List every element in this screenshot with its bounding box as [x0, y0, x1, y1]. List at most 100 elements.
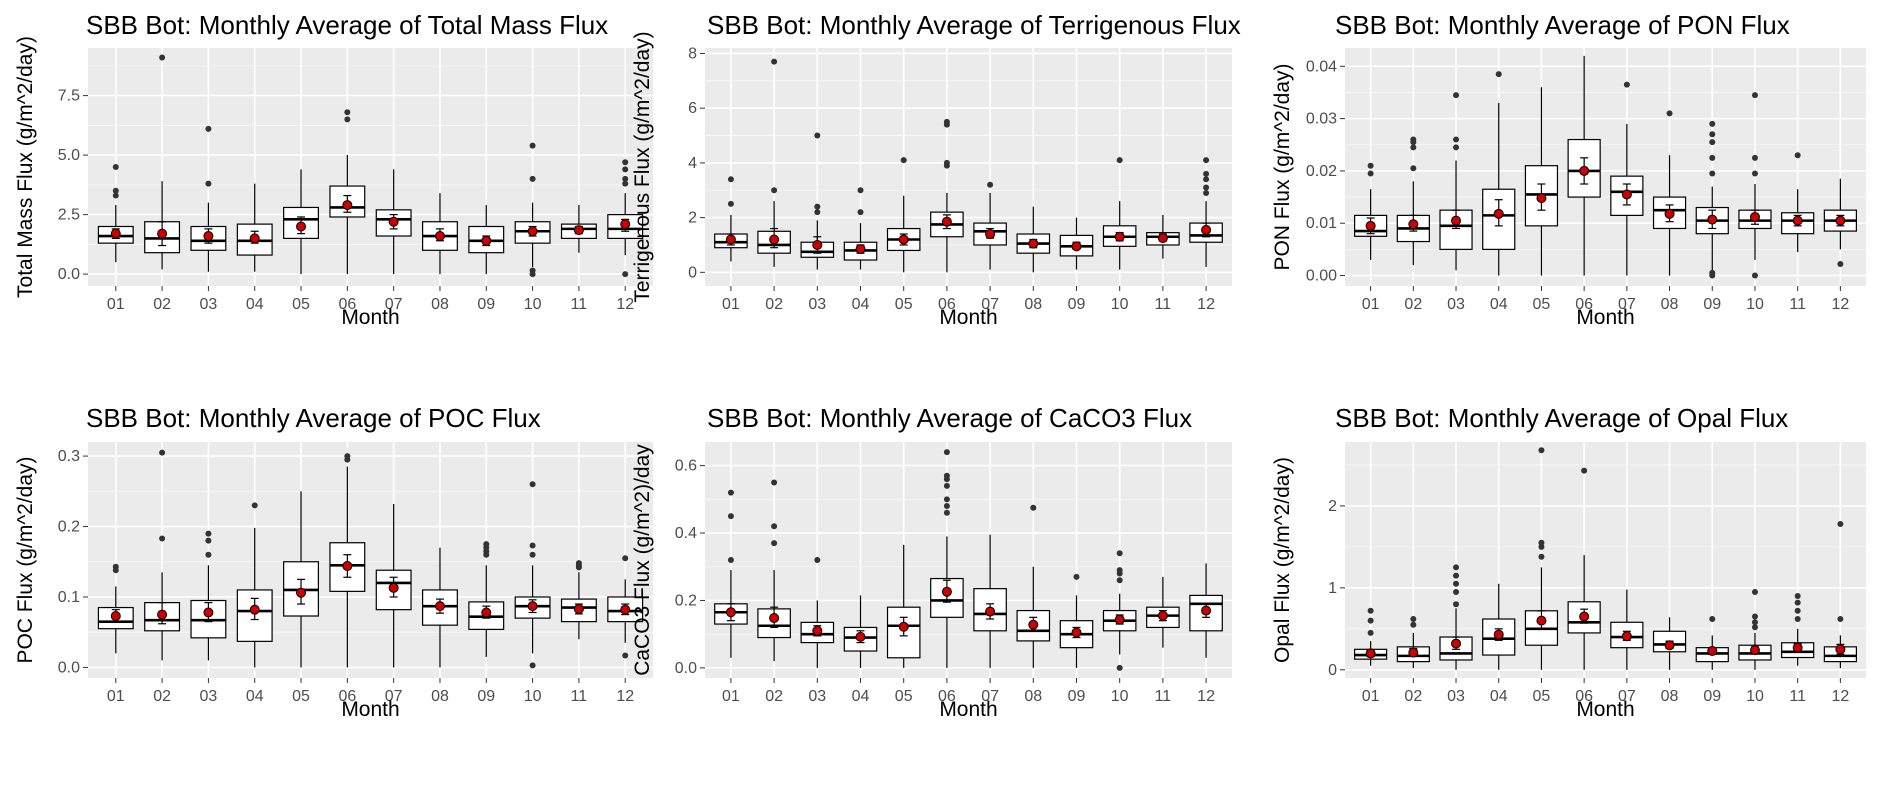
outlier-point: [1709, 269, 1716, 276]
x-axis-title: Month: [939, 306, 997, 329]
outlier-point: [529, 542, 536, 549]
box-month-03: [800, 557, 835, 668]
x-tick-label: 06: [1575, 296, 1593, 313]
mean-point: [1408, 647, 1419, 658]
plot-background: [1345, 48, 1866, 286]
panel-5: 0.0 0.2 0.4 0.6 01 02 03 04 05 06 07 08 09 10 11 12 SBB …: [631, 403, 1232, 721]
box-month-10: [1738, 588, 1772, 670]
outlier-point: [727, 557, 734, 563]
y-tick-label: 0.4: [675, 525, 697, 542]
x-tick-label: 11: [571, 296, 588, 313]
x-tick-label: 05: [1533, 688, 1551, 705]
x-tick-label: 05: [895, 688, 913, 705]
box-month-04: [843, 187, 878, 270]
box-month-08: [422, 193, 458, 275]
x-tick-label: 03: [1447, 296, 1465, 313]
outlier-point: [943, 449, 950, 456]
box-month-06: [1567, 55, 1601, 276]
x-tick-label: 01: [722, 688, 740, 705]
box-month-08: [1652, 110, 1687, 276]
outlier-point: [727, 489, 734, 496]
mean-point: [1028, 238, 1039, 249]
box-month-09: [1059, 217, 1094, 270]
outlier-point: [1837, 261, 1844, 268]
outlier-point: [1453, 136, 1460, 143]
box-month-10: [1102, 550, 1137, 671]
x-tick-label: 06: [338, 688, 356, 705]
outlier-point: [1581, 467, 1588, 474]
x-tick-label: 07: [981, 296, 999, 313]
outlier-point: [943, 482, 950, 489]
y-tick-label: 2: [1328, 498, 1337, 515]
outlier-point: [814, 209, 821, 216]
x-tick-label: 08: [1024, 688, 1042, 705]
outlier-point: [1495, 71, 1502, 78]
outlier-point: [1794, 152, 1801, 159]
chart-title: SBB Bot: Monthly Average of CaCO3 Flux: [707, 403, 1192, 433]
mean-point: [1621, 189, 1632, 200]
outlier-point: [1623, 81, 1630, 88]
x-tick-label: 10: [1111, 296, 1129, 313]
box-month-11: [1781, 152, 1815, 252]
x-tick-label: 09: [1703, 688, 1721, 705]
box-month-07: [973, 181, 1007, 270]
x-tick-label: 06: [338, 296, 356, 313]
box-month-05: [1524, 447, 1559, 670]
outlier-point: [1116, 567, 1123, 574]
box-month-10: [1102, 157, 1137, 270]
mean-point: [527, 601, 538, 612]
outlier-point: [112, 192, 119, 199]
mean-point: [1664, 640, 1675, 651]
outlier-point: [1709, 139, 1716, 146]
x-axis-title: Month: [341, 698, 399, 721]
x-tick-label: 12: [1831, 688, 1849, 705]
x-tick-label: 05: [292, 688, 310, 705]
x-tick-label: 09: [477, 688, 495, 705]
mean-point: [1792, 215, 1803, 226]
outlier-point: [205, 180, 212, 187]
outlier-point: [205, 537, 212, 544]
mean-point: [1536, 193, 1547, 204]
x-tick-label: 08: [1661, 688, 1679, 705]
box-month-02: [1396, 136, 1430, 266]
mean-point: [1579, 165, 1590, 176]
y-tick-label: 0.2: [58, 519, 80, 536]
x-tick-label: 04: [1490, 296, 1508, 313]
outlier-point: [1751, 624, 1758, 631]
panel-4: 0.0 0.1 0.2 0.3 01 02 03 04 05 06 07 08 09 10 11 12 SBB …: [14, 403, 653, 721]
x-axis-title: Month: [341, 306, 399, 329]
outlier-point: [1410, 136, 1417, 143]
mean-point: [725, 607, 736, 618]
mean-point: [573, 225, 584, 236]
outlier-point: [1410, 621, 1417, 628]
y-tick-label: 0.03: [1306, 111, 1337, 128]
x-tick-label: 03: [200, 296, 218, 313]
mean-point: [1707, 645, 1718, 656]
outlier-point: [1709, 170, 1716, 177]
outlier-point: [1453, 601, 1460, 608]
outlier-point: [857, 209, 864, 216]
box-month-01: [97, 563, 134, 654]
outlier-point: [1751, 154, 1758, 161]
mean-point: [898, 621, 909, 632]
x-tick-label: 10: [524, 688, 542, 705]
box-month-10: [514, 481, 551, 669]
x-tick-label: 09: [477, 296, 495, 313]
x-tick-label: 11: [1789, 688, 1806, 705]
box-month-03: [800, 132, 835, 270]
mean-point: [941, 216, 952, 227]
mean-point: [985, 606, 996, 617]
box-month-04: [843, 595, 878, 668]
mean-point: [769, 612, 780, 623]
box-month-05: [1524, 87, 1559, 276]
outlier-point: [727, 200, 734, 207]
x-tick-label: 04: [246, 296, 264, 313]
mean-point: [1408, 219, 1419, 230]
box-month-12: [607, 159, 644, 278]
mean-point: [1028, 619, 1039, 630]
outlier-point: [622, 175, 629, 182]
outlier-point: [1453, 588, 1460, 595]
box-month-01: [1354, 162, 1388, 260]
x-tick-label: 01: [1362, 296, 1380, 313]
x-tick-label: 02: [765, 688, 783, 705]
